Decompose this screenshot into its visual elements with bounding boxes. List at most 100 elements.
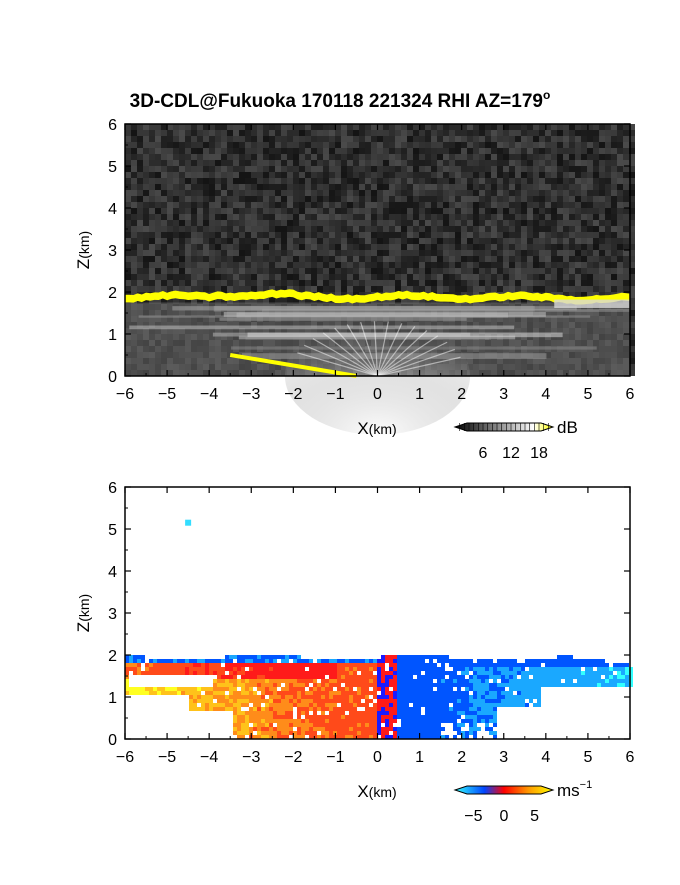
velocity-cell bbox=[313, 671, 317, 675]
noise-cell bbox=[587, 250, 593, 256]
noise-cell bbox=[545, 214, 551, 220]
noise-cell bbox=[167, 208, 173, 214]
noise-cell bbox=[401, 208, 407, 214]
noise-cell bbox=[269, 148, 275, 154]
noise-cell bbox=[509, 244, 515, 250]
velocity-cell bbox=[445, 691, 449, 695]
velocity-cell bbox=[265, 671, 269, 675]
velocity-cell bbox=[525, 691, 529, 695]
noise-cell bbox=[383, 178, 389, 184]
noise-cell bbox=[545, 226, 551, 232]
noise-cell bbox=[161, 124, 167, 130]
velocity-cell bbox=[229, 695, 233, 699]
noise-cell bbox=[497, 244, 503, 250]
velocity-cell bbox=[397, 659, 401, 663]
noise-cell bbox=[197, 142, 203, 148]
noise-cell bbox=[533, 280, 539, 286]
velocity-cell bbox=[385, 679, 389, 683]
noise-cell bbox=[299, 166, 305, 172]
noise-cell bbox=[203, 280, 209, 286]
noise-cell bbox=[563, 130, 569, 136]
velocity-cell bbox=[241, 679, 245, 683]
velocity-cell bbox=[301, 695, 305, 699]
velocity-cell bbox=[313, 663, 317, 667]
noise-cell bbox=[551, 274, 557, 280]
noise-cell bbox=[569, 154, 575, 160]
velocity-cell bbox=[509, 659, 513, 663]
noise-cell bbox=[287, 142, 293, 148]
noise-cell bbox=[131, 130, 137, 136]
velocity-cell bbox=[285, 699, 289, 703]
velocity-cell bbox=[249, 683, 253, 687]
noise-cell bbox=[197, 256, 203, 262]
noise-cell bbox=[467, 124, 473, 130]
velocity-cell bbox=[245, 687, 249, 691]
noise-cell bbox=[221, 184, 227, 190]
noise-cell bbox=[377, 214, 383, 220]
noise-cell bbox=[461, 262, 467, 268]
velocity-cell bbox=[181, 671, 185, 675]
velocity-cell bbox=[345, 695, 349, 699]
velocity-cell bbox=[225, 655, 229, 659]
noise-cell bbox=[575, 250, 581, 256]
noise-cell bbox=[305, 124, 311, 130]
noise-cell bbox=[371, 280, 377, 286]
velocity-cell bbox=[381, 659, 385, 663]
noise-cell bbox=[557, 166, 563, 172]
noise-cell bbox=[491, 280, 497, 286]
velocity-cell bbox=[625, 683, 629, 687]
velocity-cell bbox=[241, 683, 245, 687]
noise-cell bbox=[545, 208, 551, 214]
velocity-cell bbox=[273, 659, 277, 663]
velocity-cell bbox=[569, 667, 573, 671]
noise-cell bbox=[599, 214, 605, 220]
noise-cell bbox=[281, 166, 287, 172]
velocity-cell bbox=[289, 695, 293, 699]
noise-cell bbox=[605, 274, 611, 280]
velocity-cell bbox=[453, 699, 457, 703]
noise-cell bbox=[587, 256, 593, 262]
velocity-cell bbox=[401, 695, 405, 699]
noise-cell bbox=[269, 268, 275, 274]
noise-cell bbox=[419, 262, 425, 268]
noise-cell bbox=[287, 238, 293, 244]
velocity-cell bbox=[369, 679, 373, 683]
noise-cell bbox=[155, 136, 161, 142]
velocity-cell bbox=[609, 683, 613, 687]
noise-cell bbox=[269, 196, 275, 202]
noise-cell bbox=[179, 232, 185, 238]
velocity-cell bbox=[437, 659, 441, 663]
noise-cell bbox=[191, 286, 197, 292]
noise-cell bbox=[587, 232, 593, 238]
velocity-cell bbox=[537, 695, 541, 699]
velocity-cell bbox=[409, 687, 413, 691]
velocity-cell bbox=[229, 683, 233, 687]
velocity-cell bbox=[157, 667, 161, 671]
noise-cell bbox=[539, 190, 545, 196]
noise-cell bbox=[293, 136, 299, 142]
noise-cell bbox=[257, 166, 263, 172]
velocity-cell bbox=[197, 707, 201, 711]
noise-cell bbox=[473, 208, 479, 214]
velocity-cell bbox=[141, 687, 145, 691]
noise-cell bbox=[395, 250, 401, 256]
noise-cell bbox=[479, 190, 485, 196]
noise-cell bbox=[533, 142, 539, 148]
noise-cell bbox=[257, 154, 263, 160]
noise-cell bbox=[275, 148, 281, 154]
velocity-cell bbox=[477, 679, 481, 683]
noise-cell bbox=[521, 238, 527, 244]
noise-cell bbox=[587, 148, 593, 154]
velocity-cell bbox=[401, 679, 405, 683]
noise-cell bbox=[503, 202, 509, 208]
noise-cell bbox=[575, 148, 581, 154]
noise-cell bbox=[221, 268, 227, 274]
noise-cell bbox=[125, 130, 131, 136]
noise-cell bbox=[173, 190, 179, 196]
velocity-cell bbox=[385, 659, 389, 663]
noise-cell bbox=[425, 274, 431, 280]
noise-cell bbox=[461, 274, 467, 280]
velocity-cell bbox=[325, 699, 329, 703]
noise-cell bbox=[353, 280, 359, 286]
noise-cell bbox=[209, 172, 215, 178]
